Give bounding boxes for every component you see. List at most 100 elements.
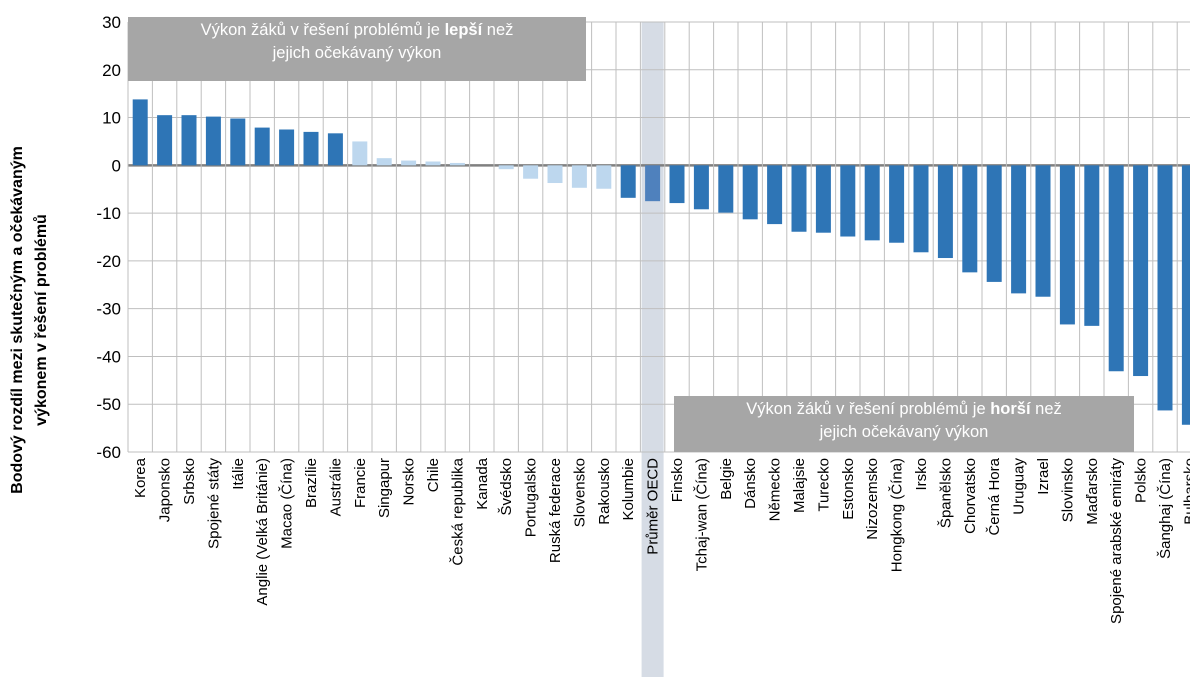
bar <box>425 161 441 166</box>
x-tick-label: Černá Hora <box>986 457 1003 535</box>
bar <box>840 165 856 237</box>
bar <box>913 165 929 253</box>
x-tick-label: Spojené státy <box>205 458 222 549</box>
y-tick-label: -50 <box>96 395 121 414</box>
x-tick-label: Izrael <box>1035 458 1052 495</box>
y-tick-label: -30 <box>96 300 121 319</box>
bar <box>1059 165 1075 325</box>
x-tick-label: Maďarsko <box>1084 458 1101 525</box>
bar <box>303 131 319 166</box>
x-tick-label: Brazílie <box>303 458 320 508</box>
x-tick-label: Malajsie <box>791 458 808 513</box>
x-tick-label: Finsko <box>669 458 686 502</box>
x-tick-label: Slovinsko <box>1059 458 1076 522</box>
y-tick-label: 10 <box>102 109 121 128</box>
bar <box>401 160 417 166</box>
bar <box>205 116 221 166</box>
x-tick-label: Ruská federace <box>547 458 564 563</box>
bar <box>571 165 587 188</box>
bar <box>157 115 173 166</box>
x-tick-label: Nizozemsko <box>864 458 881 540</box>
annotation-worse-line1-start: Výkon žáků v řešení problémů je <box>746 400 991 418</box>
annotation-better-line1-start: Výkon žáků v řešení problémů je <box>200 21 445 39</box>
x-tick-label: Korea <box>132 457 149 498</box>
annotation-better-bold-word: lepší <box>444 21 483 39</box>
annotation-better-line1-end: než <box>482 21 514 39</box>
bar <box>767 165 783 225</box>
bar <box>1084 165 1100 326</box>
x-tick-label: Kolumbie <box>620 458 637 521</box>
bar <box>352 141 368 166</box>
x-tick-label: Španělsko <box>937 458 954 528</box>
bar <box>376 158 392 166</box>
x-tick-label: Uruguay <box>1011 458 1028 515</box>
x-tick-label: Srbsko <box>181 458 198 505</box>
x-tick-label: Průměr OECD <box>645 458 662 555</box>
y-tick-label: -60 <box>96 443 121 462</box>
x-tick-label: Chorvatsko <box>962 458 979 534</box>
bar <box>1035 165 1051 297</box>
bar <box>1157 165 1173 411</box>
bar <box>815 165 831 233</box>
x-tick-label: Dánsko <box>742 458 759 509</box>
bar <box>1181 165 1190 425</box>
bar <box>596 165 612 189</box>
bar <box>230 118 246 166</box>
x-tick-label: Anglie (Velká Británie) <box>254 458 271 606</box>
x-tick-label: Francie <box>352 458 369 508</box>
x-tick-label: Chile <box>425 458 442 492</box>
bar <box>523 165 539 179</box>
x-tick-label: Šanghaj (Čína) <box>1157 458 1174 559</box>
bar <box>327 133 343 166</box>
x-tick-label: Portugalsko <box>523 458 540 537</box>
bar <box>718 165 734 213</box>
annotation-worse-bold-word: horší <box>990 400 1031 418</box>
bar <box>498 165 514 170</box>
bar <box>669 165 685 204</box>
annotation-better: Výkon žáků v řešení problémů je lepší ne… <box>128 17 586 81</box>
bar <box>937 165 953 259</box>
x-tick-label: Tchaj-wan (Čína) <box>693 458 710 571</box>
bar <box>986 165 1002 282</box>
y-tick-label: -20 <box>96 252 121 271</box>
bar <box>864 165 880 241</box>
bar <box>889 165 905 243</box>
y-axis-title-line-2: výkonem v řešení problémů <box>33 214 50 426</box>
bar <box>1108 165 1124 372</box>
x-tick-label: Belgie <box>718 458 735 500</box>
y-tick-label: 20 <box>102 61 121 80</box>
bar <box>547 165 563 184</box>
y-tick-label: -40 <box>96 347 121 366</box>
bar <box>742 165 758 220</box>
bar <box>449 162 465 166</box>
x-tick-label: Estonsko <box>840 458 857 520</box>
bar <box>132 99 148 166</box>
y-axis-title-line-1: Bodový rozdíl mezi skutečným a očekávaný… <box>9 146 26 494</box>
x-tick-label: Švédsko <box>498 458 515 516</box>
oecd-highlight-band <box>641 22 664 677</box>
x-tick-label: Německo <box>767 458 784 521</box>
annotation-worse: Výkon žáků v řešení problémů je horší ne… <box>674 396 1134 452</box>
x-tick-label: Irsko <box>913 458 930 491</box>
bar <box>1133 165 1149 377</box>
x-tick-label: Rakousko <box>596 458 613 525</box>
bar <box>1011 165 1027 294</box>
bar <box>693 165 709 210</box>
bar <box>645 165 661 202</box>
x-tick-label: Hongkong (Čína) <box>889 458 906 572</box>
bar <box>254 127 270 166</box>
x-tick-label: Itálie <box>230 458 247 490</box>
annotation-worse-line1-end: než <box>1030 400 1062 418</box>
x-tick-label: Turecko <box>815 458 832 512</box>
bar <box>620 165 636 198</box>
x-tick-label: Austrálie <box>327 458 344 516</box>
x-tick-label: Česká republika <box>449 457 466 565</box>
x-tick-label: Macao (Čína) <box>279 458 296 549</box>
x-tick-label: Slovensko <box>571 458 588 527</box>
x-tick-label: Kanada <box>474 457 491 509</box>
x-tick-label: Spojené arabské emiráty <box>1108 458 1125 624</box>
bar <box>279 129 295 166</box>
bar <box>962 165 978 273</box>
x-tick-label: Bulharsko <box>1181 458 1190 525</box>
x-tick-label: Norsko <box>401 458 418 506</box>
